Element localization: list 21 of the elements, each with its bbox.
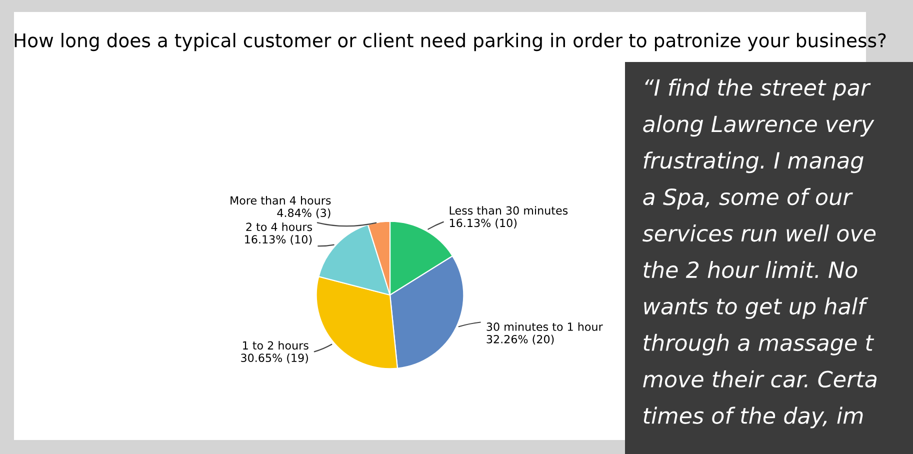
data-label: 16.13% (10): [450, 218, 517, 228]
data-label: 4.84% (3): [277, 208, 330, 218]
text: wants to get up half: [644, 297, 868, 319]
text: a Spa, some of our: [643, 188, 853, 210]
text: services run well ove: [642, 224, 876, 242]
text: the 2 hour limit. No: [644, 260, 858, 278]
data-label: 32.26% (20): [486, 334, 554, 345]
slice-label: 2 to 4 hours: [246, 222, 312, 232]
text: frustrating. I manag: [644, 152, 864, 174]
slice-label: Less than 30 minutes: [450, 206, 568, 215]
slice-label: More than 4 hours: [230, 196, 331, 205]
slice-label: 30 minutes to 1 hour: [486, 322, 603, 331]
text: move their car. Certa: [643, 370, 877, 388]
chart-title: How long does a typical customer or client need parking in order to patronize your business?: [14, 32, 886, 52]
data-label: 30.65% (19): [241, 353, 308, 364]
data-label: 16.13% (10): [245, 234, 312, 245]
text: through a massage t: [644, 334, 874, 356]
text: along Lawrence very: [643, 115, 874, 137]
text: times of the day, im: [644, 406, 863, 428]
slice-label: 1 to 2 hours: [243, 341, 308, 350]
text: “I find the street par: [645, 78, 871, 100]
